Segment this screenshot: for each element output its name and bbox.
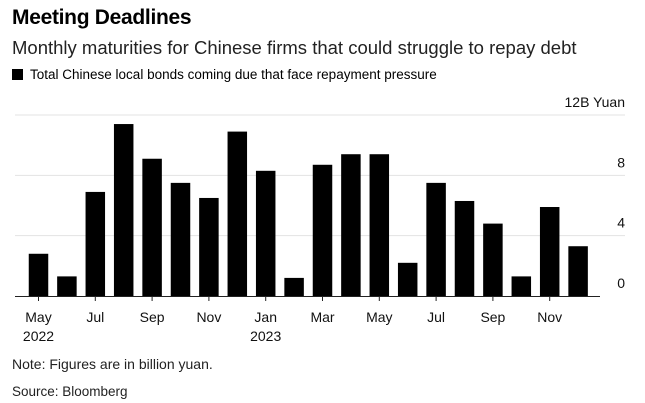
bar [142, 158, 162, 296]
bar [483, 223, 503, 296]
x-tick-label: Jul [86, 309, 104, 325]
axis-layer: 0 4 8 12B Yuan May 2022 Jul Sep Nov Jan 2023 Mar May… [15, 94, 625, 344]
chart-title: Meeting Deadlines [12, 6, 192, 29]
x-tick-label: Jul [427, 309, 445, 325]
chart-subtitle: Monthly maturities for Chinese firms tha… [12, 37, 577, 58]
bar [284, 277, 304, 296]
y-tick-label: 12B Yuan [565, 94, 625, 110]
x-tick-label: Sep [140, 309, 165, 325]
y-tick-label: 4 [617, 215, 625, 231]
bar [85, 191, 106, 296]
legend-swatch [12, 69, 23, 80]
bar [113, 124, 134, 296]
x-tick-label: Mar [310, 309, 334, 325]
legend: Total Chinese local bonds coming due tha… [12, 67, 437, 82]
bar [511, 276, 532, 296]
bar [369, 154, 390, 296]
x-tick-year-label: 2022 [23, 328, 54, 344]
bar [57, 276, 77, 296]
legend-label: Total Chinese local bonds coming due tha… [30, 67, 437, 82]
bar [568, 246, 588, 296]
x-tick-label: Nov [196, 309, 221, 325]
chart-source: Source: Bloomberg [12, 384, 128, 399]
bar [397, 262, 418, 296]
x-tick-label: May [25, 309, 51, 325]
bar [170, 182, 191, 296]
bar [312, 164, 333, 296]
bar [341, 154, 361, 296]
bar [28, 253, 49, 296]
y-tick-label: 8 [617, 154, 625, 170]
bar [255, 170, 276, 296]
x-tick-label: Sep [480, 309, 505, 325]
x-tick-label: Nov [537, 309, 562, 325]
chart-note: Note: Figures are in billion yuan. [12, 356, 213, 372]
bar [199, 197, 219, 296]
bar [454, 200, 475, 296]
bar [227, 131, 248, 296]
y-tick-label: 0 [617, 275, 625, 291]
bar [426, 182, 446, 296]
x-tick-label: Jan [254, 309, 277, 325]
x-tick-label: May [366, 309, 392, 325]
bar-layer [28, 124, 588, 296]
bar-chart: 0 4 8 12B Yuan May 2022 Jul Sep Nov Jan 2023 Mar May… [15, 94, 625, 344]
bar [539, 207, 560, 296]
x-tick-year-label: 2023 [250, 328, 281, 344]
